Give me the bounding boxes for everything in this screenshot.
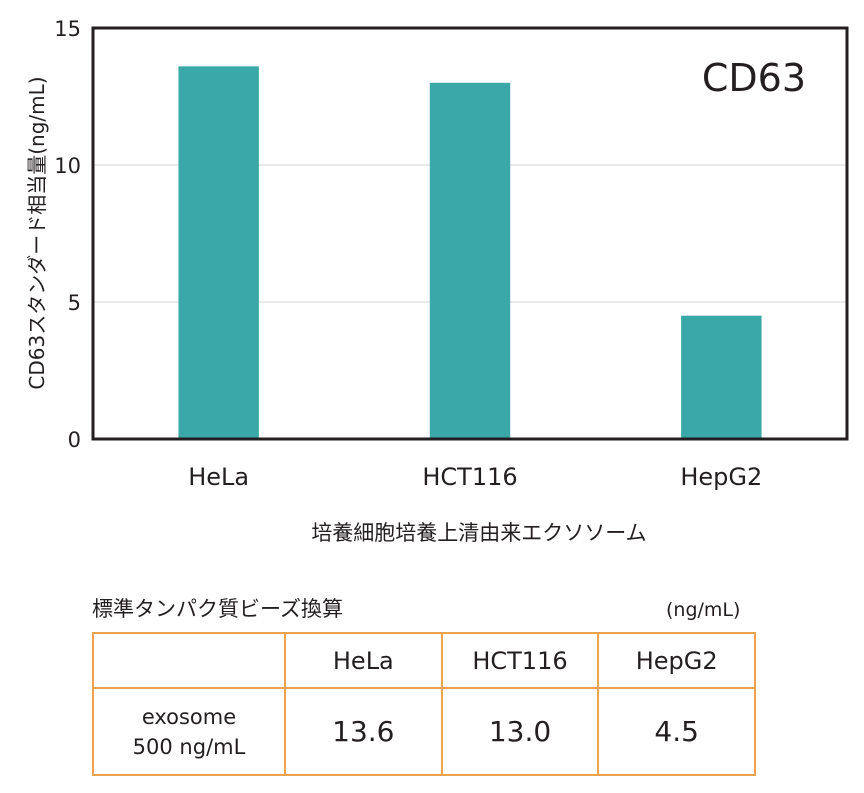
y-tick-labels: 0 5 10 15 [54, 17, 81, 452]
bar-hct116 [429, 82, 511, 440]
table-header-hct116: HCT116 [440, 632, 600, 689]
x-tick-label: HepG2 [680, 463, 762, 491]
table-header-hela: HeLa [284, 632, 443, 689]
row-label-line-1: exosome [141, 704, 237, 729]
table-value-hct116: 13.0 [440, 687, 600, 776]
bar-hepg2 [681, 315, 762, 439]
table-value-hepg2: 4.5 [597, 687, 756, 776]
table-header-row: HeLa HCT116 HepG2 [92, 632, 756, 689]
y-tick-label: 10 [54, 154, 81, 178]
y-tick-label: 5 [68, 291, 81, 315]
table-row: exosome 500 ng/mL 13.6 13.0 4.5 [92, 687, 756, 776]
y-tick-label: 0 [68, 428, 81, 452]
table-header-empty-cell [92, 632, 286, 689]
table-unit: (ng/mL) [666, 599, 741, 621]
row-label-line-2: 500 ng/mL [132, 734, 246, 759]
conversion-table: HeLa HCT116 HepG2 exosome 500 ng/mL 13.6… [92, 632, 756, 776]
table-header-hepg2: HepG2 [597, 632, 756, 689]
bars [178, 66, 762, 440]
bar-hela [178, 66, 259, 440]
bar-chart: 0 5 10 15 HeLa HCT116 HepG2 CD63 CD63スタンダード相当… [25, 17, 849, 545]
table-row-label: exosome 500 ng/mL [92, 687, 286, 776]
table-value-hela: 13.6 [284, 687, 443, 776]
table-caption: 標準タンパク質ビーズ換算 [92, 597, 343, 621]
x-tick-labels: HeLa HCT116 HepG2 [188, 463, 762, 491]
y-tick-label: 15 [54, 17, 81, 41]
x-tick-label: HeLa [188, 463, 249, 491]
plot-frame [91, 26, 849, 441]
x-axis-label: 培養細胞培養上清由来エクソソーム [311, 521, 646, 545]
y-axis-label: CD63スタンダード相当量(ng/mL) [25, 76, 49, 389]
x-tick-label: HCT116 [422, 463, 517, 491]
chart-title: CD63 [702, 56, 806, 100]
